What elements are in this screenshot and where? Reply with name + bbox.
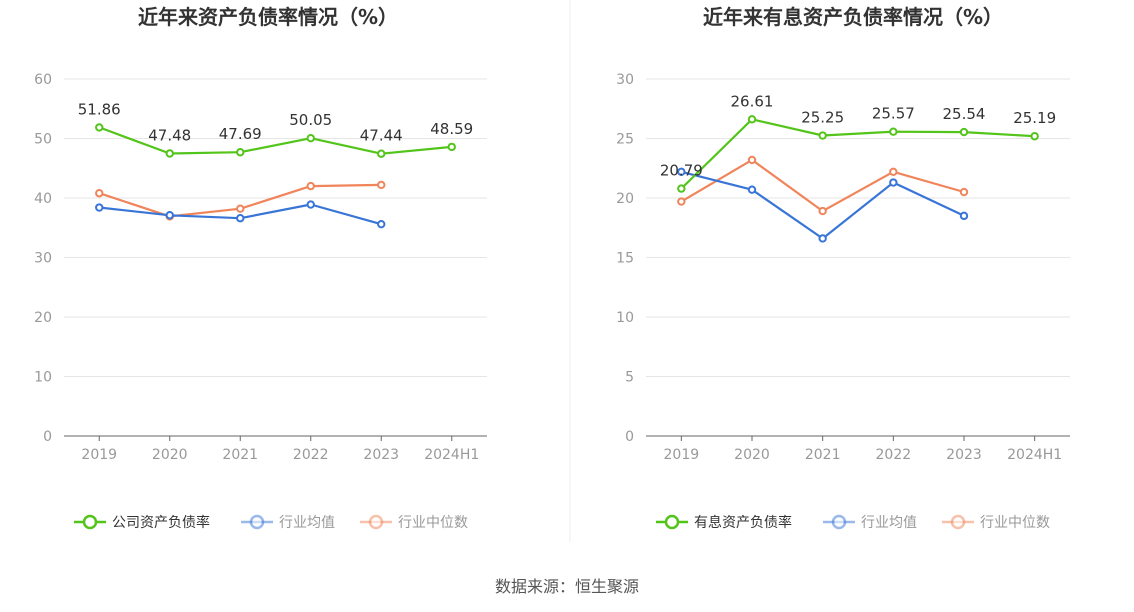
data-label: 20.79 xyxy=(660,162,703,180)
data-label: 25.57 xyxy=(872,105,915,123)
x-tick-label: 2021 xyxy=(805,447,841,463)
data-point[interactable] xyxy=(747,115,757,124)
data-label: 51.86 xyxy=(78,100,121,118)
legend-label: 公司资产负债率 xyxy=(112,514,210,531)
data-label: 47.69 xyxy=(219,125,262,143)
data-point[interactable] xyxy=(747,185,757,194)
data-label: 25.19 xyxy=(1013,109,1056,127)
y-tick-label: 25 xyxy=(616,132,634,148)
legend-marker xyxy=(82,514,98,530)
x-tick-label: 2024H1 xyxy=(1007,447,1062,463)
data-point[interactable] xyxy=(306,200,315,209)
legend-item[interactable]: 公司资产负债率 xyxy=(74,514,210,531)
data-point[interactable] xyxy=(95,123,104,132)
x-tick-label: 2023 xyxy=(363,447,399,463)
data-point[interactable] xyxy=(236,148,245,157)
data-point[interactable] xyxy=(377,180,386,190)
legend-marker xyxy=(368,514,384,530)
series-line xyxy=(680,118,1035,190)
data-point[interactable] xyxy=(677,197,686,206)
x-tick-label: 2024H1 xyxy=(424,447,479,463)
x-tick-label: 2020 xyxy=(734,447,770,463)
y-tick-label: 5 xyxy=(625,370,634,386)
legend-item[interactable]: 行业均值 xyxy=(823,514,917,531)
y-tick-label: 60 xyxy=(34,72,52,88)
series-line xyxy=(98,126,452,155)
data-point[interactable] xyxy=(677,184,686,193)
legend-item[interactable]: 有息资产负债率 xyxy=(656,514,792,531)
legend-item[interactable]: 行业中位数 xyxy=(360,514,468,531)
data-point[interactable] xyxy=(818,131,827,140)
data-point[interactable] xyxy=(818,234,827,243)
x-tick-label: 2019 xyxy=(664,447,700,463)
y-tick-label: 20 xyxy=(616,191,634,207)
y-tick-label: 30 xyxy=(616,72,634,88)
data-point[interactable] xyxy=(306,134,315,143)
source-note: 数据来源：恒生聚源 xyxy=(495,577,639,596)
legend-label: 有息资产负债率 xyxy=(694,514,792,531)
x-tick-label: 2022 xyxy=(293,447,329,463)
legend-label: 行业均值 xyxy=(279,515,335,531)
data-point[interactable] xyxy=(447,142,456,152)
y-tick-label: 50 xyxy=(34,132,52,148)
data-label: 48.59 xyxy=(430,120,473,138)
legend-item[interactable]: 行业均值 xyxy=(241,514,335,531)
data-point[interactable] xyxy=(306,181,315,191)
data-point[interactable] xyxy=(889,127,898,136)
data-label: 47.48 xyxy=(148,126,191,144)
x-tick-label: 2022 xyxy=(876,447,912,463)
x-tick-label: 2021 xyxy=(222,447,258,463)
legend-marker xyxy=(831,514,847,530)
series-line xyxy=(680,158,965,213)
data-point[interactable] xyxy=(377,219,386,229)
data-point[interactable] xyxy=(165,149,174,158)
data-point[interactable] xyxy=(959,127,969,137)
y-tick-label: 10 xyxy=(34,370,52,386)
y-tick-label: 10 xyxy=(616,310,634,326)
x-tick-label: 2020 xyxy=(152,447,188,463)
y-tick-label: 0 xyxy=(625,429,634,445)
data-point[interactable] xyxy=(377,149,386,158)
y-tick-label: 0 xyxy=(43,429,52,445)
data-label: 50.05 xyxy=(289,111,332,129)
y-tick-label: 20 xyxy=(34,310,52,326)
legend-marker xyxy=(664,514,680,530)
data-point[interactable] xyxy=(959,211,969,221)
data-point[interactable] xyxy=(747,155,757,165)
data-label: 47.44 xyxy=(360,127,403,145)
data-point[interactable] xyxy=(165,211,174,220)
legend-label: 行业均值 xyxy=(861,515,917,531)
y-tick-label: 40 xyxy=(34,191,52,207)
data-point[interactable] xyxy=(95,203,104,212)
chart-right: 近年来有息资产负债率情况（%） 0 5 10 15 20 25 30 2019 2020 2021 2… xyxy=(616,5,1070,531)
data-point[interactable] xyxy=(677,167,686,177)
legend-label: 行业中位数 xyxy=(398,515,468,531)
data-point[interactable] xyxy=(889,178,898,187)
data-point[interactable] xyxy=(818,206,827,216)
y-tick-label: 15 xyxy=(616,251,634,267)
legend-marker xyxy=(249,514,265,530)
data-point[interactable] xyxy=(1030,132,1039,141)
series-line xyxy=(681,170,965,240)
data-point[interactable] xyxy=(95,189,104,198)
y-tick-label: 30 xyxy=(34,251,52,267)
legend-item[interactable]: 行业中位数 xyxy=(942,514,1050,531)
data-point[interactable] xyxy=(889,167,898,177)
x-tick-label: 2019 xyxy=(81,447,117,463)
chart-title: 近年来有息资产负债率情况（%） xyxy=(703,5,1003,29)
chart-left: 近年来资产负债率情况（%） 0 10 20 30 40 50 60 2019 2020 2021 20… xyxy=(34,5,487,531)
x-tick-label: 2023 xyxy=(946,447,982,463)
data-label: 25.54 xyxy=(943,105,986,123)
legend-label: 行业中位数 xyxy=(980,515,1050,531)
data-point[interactable] xyxy=(959,187,969,197)
data-point[interactable] xyxy=(236,204,245,213)
chart-title: 近年来资产负债率情况（%） xyxy=(138,5,398,29)
data-label: 25.25 xyxy=(801,109,844,127)
data-point[interactable] xyxy=(236,214,245,223)
legend-marker xyxy=(950,514,966,530)
data-label: 26.61 xyxy=(731,92,774,110)
